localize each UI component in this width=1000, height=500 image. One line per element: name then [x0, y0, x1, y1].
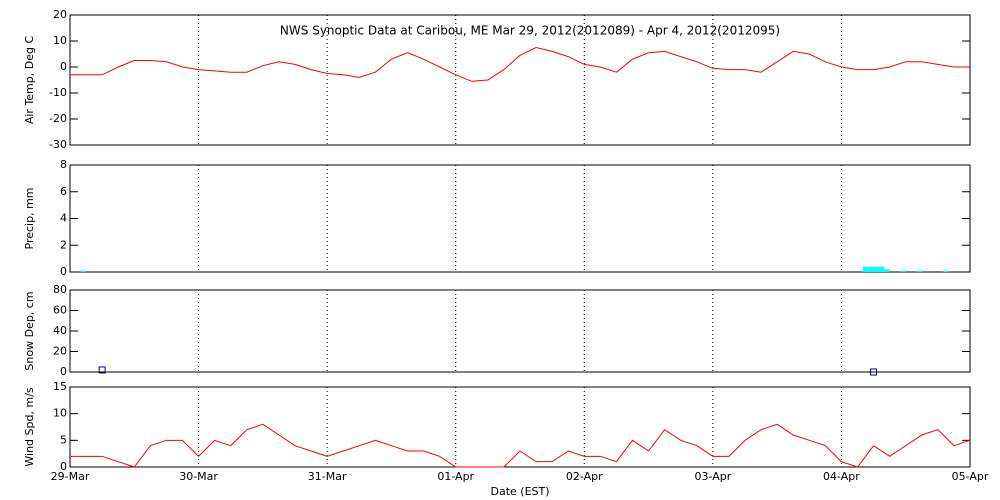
- x-tick-label: 02-Apr: [566, 470, 603, 483]
- x-tick-label: 30-Mar: [179, 470, 218, 483]
- x-tick-label: 03-Apr: [694, 470, 731, 483]
- bar: [878, 266, 885, 272]
- y-axis-label: Air Temp, Deg C: [23, 36, 36, 125]
- x-tick-label: 29-Mar: [51, 470, 90, 483]
- y-tick-label: 0: [60, 460, 67, 473]
- y-tick-label: 8: [60, 158, 67, 171]
- y-tick-label: 0: [60, 365, 67, 378]
- y-tick-label: 6: [60, 185, 67, 198]
- y-axis-label: Wind Spd, m/s: [23, 387, 36, 467]
- y-tick-label: 0: [60, 265, 67, 278]
- bar: [873, 266, 879, 272]
- y-tick-label: 20: [53, 345, 67, 358]
- bar: [868, 266, 874, 272]
- point: [870, 368, 878, 376]
- chart-title: NWS Synoptic Data at Caribou, ME Mar 29,…: [280, 24, 780, 38]
- y-axis-label: Snow Dep, cm: [23, 291, 36, 370]
- y-tick-label: -30: [49, 138, 67, 151]
- y-tick-label: 20: [53, 8, 67, 21]
- x-tick-label: 01-Apr: [437, 470, 474, 483]
- y-tick-label: 60: [53, 304, 67, 317]
- bar: [916, 270, 922, 272]
- bar: [900, 270, 906, 272]
- y-tick-label: 15: [53, 380, 67, 393]
- y-tick-label: 10: [53, 34, 67, 47]
- y-tick-label: 10: [53, 407, 67, 420]
- line: [70, 423, 971, 468]
- x-tick-label: 04-Apr: [823, 470, 860, 483]
- y-tick-label: 80: [53, 283, 67, 296]
- bar: [862, 266, 869, 272]
- bar: [80, 270, 87, 272]
- plot-frame: [69, 164, 971, 273]
- y-tick-label: 5: [60, 433, 67, 446]
- x-tick-label: 05-Apr: [952, 470, 989, 483]
- plot-frame: [69, 289, 971, 373]
- bar: [943, 270, 949, 272]
- y-tick-label: -10: [49, 86, 67, 99]
- line: [70, 46, 970, 82]
- y-tick-label: 2: [60, 238, 67, 251]
- bar: [884, 269, 890, 272]
- y-tick-label: 40: [53, 324, 67, 337]
- y-axis-label: Precip, mm: [23, 188, 36, 250]
- y-tick-label: -20: [49, 112, 67, 125]
- y-tick-label: 4: [60, 212, 67, 225]
- x-axis-label: Date (EST): [490, 485, 549, 498]
- y-tick-label: 0: [60, 60, 67, 73]
- point: [98, 366, 106, 374]
- x-tick-label: 31-Mar: [308, 470, 347, 483]
